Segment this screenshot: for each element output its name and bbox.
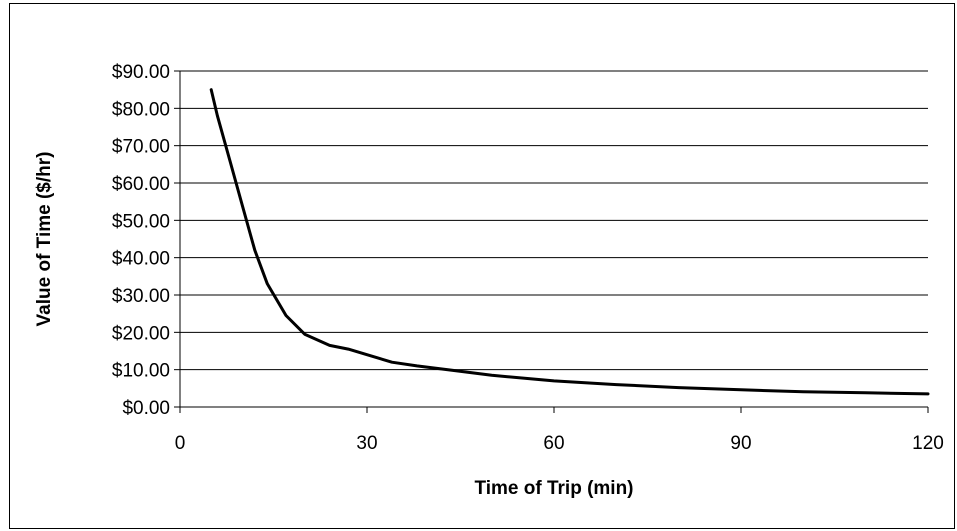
y-tick-label: $60.00 <box>112 174 170 195</box>
gridlines <box>180 70 928 371</box>
tick-labels: $0.00 $10.00 $20.00 $30.00 $40.00 $50.00 $60.0… <box>112 62 944 454</box>
x-tick-label: 30 <box>356 433 377 454</box>
series-layer <box>209 88 930 396</box>
y-tick-label: $40.00 <box>112 249 170 270</box>
x-axis-title: Time of Trip (min) <box>474 478 633 499</box>
x-tick-label: 90 <box>730 433 751 454</box>
y-tick-label: $90.00 <box>112 62 170 83</box>
y-tick-label: $0.00 <box>122 398 170 419</box>
y-tick-label: $50.00 <box>112 211 170 232</box>
x-tick-label: 120 <box>912 433 944 454</box>
y-tick-label: $70.00 <box>112 137 170 158</box>
y-tick-label: $20.00 <box>112 323 170 344</box>
axes <box>174 70 929 413</box>
chart: $0.00 $10.00 $20.00 $30.00 $40.00 $50.00 $60.0… <box>34 62 944 499</box>
x-tick-label: 60 <box>543 433 564 454</box>
x-tick-label: 0 <box>175 433 186 454</box>
y-axis-title: Value of Time ($/hr) <box>34 152 55 327</box>
y-tick-label: $10.00 <box>112 361 170 382</box>
y-tick-label: $80.00 <box>112 99 170 120</box>
y-tick-label: $30.00 <box>112 286 170 307</box>
chart-frame: $0.00 $10.00 $20.00 $30.00 $40.00 $50.00 $60.0… <box>9 3 955 529</box>
series-line-0 <box>209 88 930 396</box>
